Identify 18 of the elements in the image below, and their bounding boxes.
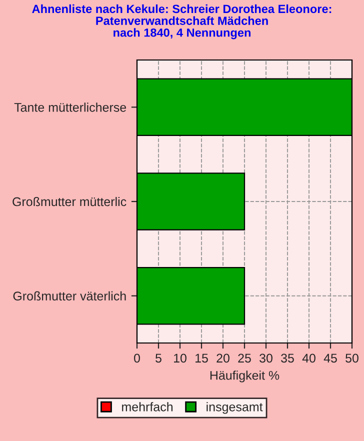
y-tick-label: Großmutter mütterlic: [12, 196, 126, 206]
x-tick-label: 0: [134, 354, 140, 363]
y-tick-label: Tante mütterlicherse: [14, 102, 126, 112]
legend-label: mehrfach: [122, 402, 173, 412]
x-tick-label: 20: [216, 354, 230, 363]
x-tick-label: 45: [324, 354, 337, 363]
y-tick-label: Großmutter väterlich: [13, 291, 126, 300]
legend-label: insgesamt: [206, 402, 263, 414]
x-tick-label: 10: [174, 354, 186, 363]
x-tick-label: 30: [260, 354, 272, 363]
x-tick-label: 35: [281, 354, 294, 363]
x-tick-label: 15: [196, 354, 208, 363]
x-tick-label: 40: [302, 354, 316, 363]
x-axis-title: Häufigkeit %: [210, 370, 280, 382]
x-tick-label: 25: [238, 354, 251, 363]
x-tick-label: 50: [346, 354, 358, 363]
x-tick-label: 5: [156, 354, 162, 363]
chart-title: Ahnenliste nach Kekule: Schreier Dorothea Eleonore: Patenverwandtschaft Mädchen nach 1840, 4 Nennungen: [32, 4, 332, 40]
